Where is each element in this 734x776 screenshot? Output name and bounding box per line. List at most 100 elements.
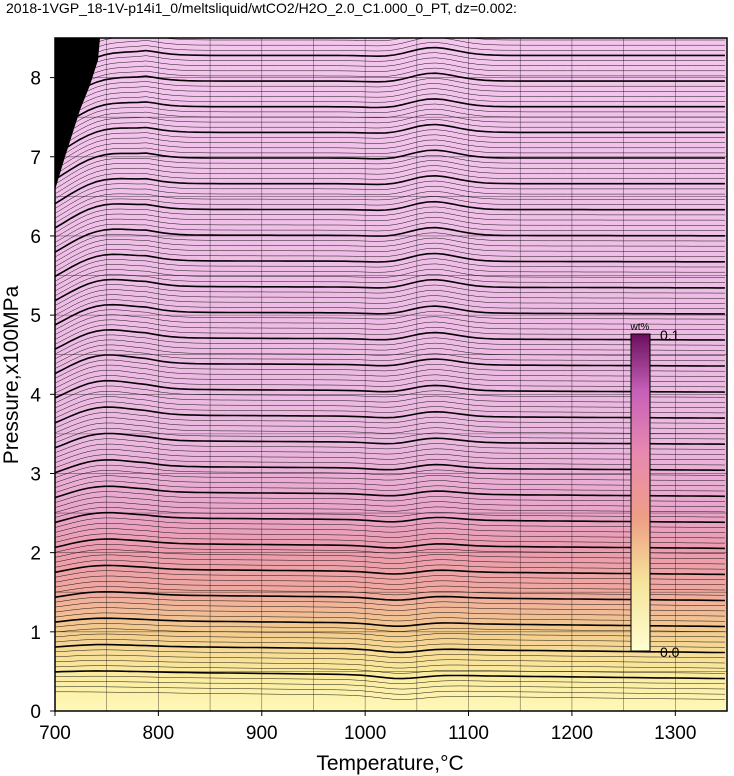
contour-line bbox=[55, 654, 725, 664]
contour-line bbox=[55, 139, 725, 170]
contour-line bbox=[55, 185, 725, 214]
contour-line bbox=[55, 119, 725, 151]
contour-line bbox=[55, 391, 725, 409]
contour-line bbox=[55, 575, 725, 586]
contour-line-major bbox=[55, 538, 725, 550]
contour-line bbox=[55, 454, 725, 468]
contour-line bbox=[55, 464, 725, 478]
contour-line bbox=[55, 165, 725, 195]
contour-line bbox=[55, 217, 725, 243]
x-axis-ticks: 700 800 900 1000 1100 1200 1300 bbox=[39, 711, 696, 744]
x-tick-label: 800 bbox=[143, 723, 175, 744]
contour-line-major bbox=[55, 617, 725, 628]
contour-line-major bbox=[55, 303, 725, 326]
y-tick-label: 1 bbox=[30, 623, 41, 644]
colorbar: wt% 0.1 0.0 bbox=[630, 322, 680, 660]
contour-line bbox=[55, 554, 725, 565]
contour-line-major bbox=[55, 278, 725, 302]
contour-line bbox=[55, 581, 725, 591]
contour-line bbox=[55, 570, 725, 580]
contour-line bbox=[55, 263, 725, 287]
saturated-region bbox=[55, 38, 100, 190]
contour-line-major bbox=[55, 72, 725, 108]
contour-line bbox=[55, 533, 725, 544]
contour-line bbox=[55, 528, 725, 539]
contour-line bbox=[55, 470, 725, 483]
contour-line bbox=[55, 88, 725, 122]
contour-line bbox=[55, 248, 725, 272]
contour-line bbox=[55, 660, 725, 669]
contour-line bbox=[55, 319, 725, 340]
contour-line-major bbox=[55, 379, 725, 399]
contour-line bbox=[55, 686, 725, 695]
colorbar-gradient bbox=[630, 333, 651, 652]
contour-line bbox=[55, 289, 725, 311]
contour-line-major bbox=[55, 252, 725, 278]
contour-line bbox=[55, 375, 725, 394]
contour-line bbox=[55, 607, 725, 617]
plot-frame bbox=[54, 37, 728, 712]
contour-line bbox=[55, 83, 725, 117]
y-tick-label: 3 bbox=[30, 464, 41, 485]
contour-line bbox=[55, 206, 725, 233]
contour-line bbox=[55, 628, 725, 638]
contour-line bbox=[55, 401, 725, 419]
contour-line bbox=[55, 103, 725, 136]
major-contour-lines bbox=[55, 46, 725, 680]
y-tick-label: 8 bbox=[30, 69, 41, 90]
contour-line bbox=[55, 274, 725, 296]
contour-line bbox=[55, 180, 725, 209]
contour-line bbox=[55, 299, 725, 321]
contour-line bbox=[55, 586, 725, 596]
contour-line bbox=[55, 93, 725, 127]
contour-line bbox=[55, 237, 725, 263]
contour-line-major bbox=[55, 432, 725, 449]
contour-line bbox=[55, 649, 725, 659]
y-tick-label: 2 bbox=[30, 544, 41, 565]
contour-line bbox=[55, 427, 725, 444]
contour-line bbox=[55, 417, 725, 434]
contour-line bbox=[55, 517, 725, 528]
contour-line bbox=[55, 324, 725, 345]
contour-line bbox=[55, 170, 725, 199]
contour-line bbox=[55, 155, 725, 185]
contour-line-major bbox=[55, 46, 725, 84]
colorbar-max-label: 0.1 bbox=[660, 327, 680, 343]
y-axis-ticks: 0 1 2 3 4 5 6 7 8 bbox=[30, 69, 55, 723]
contour-line bbox=[55, 339, 725, 360]
contour-line bbox=[55, 369, 725, 389]
x-tick-label: 1200 bbox=[551, 723, 593, 744]
contour-line bbox=[55, 52, 725, 88]
contour-line bbox=[55, 67, 725, 102]
contour-line bbox=[55, 549, 725, 560]
contour-line bbox=[55, 507, 725, 518]
contour-line bbox=[55, 491, 725, 503]
contour-line bbox=[55, 134, 725, 165]
contour-line bbox=[55, 665, 725, 674]
contour-line-major bbox=[55, 590, 725, 602]
contour-line bbox=[55, 385, 725, 404]
contour-line-major bbox=[55, 406, 725, 424]
x-axis-label: Temperature,°C bbox=[316, 752, 463, 775]
colorbar-min-label: 0.0 bbox=[660, 644, 680, 660]
x-tick-label: 1300 bbox=[654, 723, 696, 744]
contour-line bbox=[55, 114, 725, 146]
y-tick-label: 6 bbox=[30, 227, 41, 248]
contour-line-major bbox=[55, 226, 725, 253]
contour-line bbox=[55, 359, 725, 379]
contour-line bbox=[55, 596, 725, 606]
y-tick-label: 4 bbox=[30, 385, 41, 406]
contour-line bbox=[55, 681, 725, 690]
contour-line bbox=[55, 364, 725, 384]
contour-line bbox=[55, 160, 725, 190]
contour-line bbox=[55, 196, 725, 224]
contour-line bbox=[55, 309, 725, 330]
contour-line-major bbox=[55, 643, 725, 654]
plot-area bbox=[55, 38, 727, 711]
contour-line bbox=[55, 496, 725, 508]
contour-line bbox=[55, 559, 725, 570]
contour-line bbox=[55, 232, 725, 258]
y-axis-label: Pressure,x100MPa bbox=[0, 285, 23, 464]
chart-title: 2018-1VGP_18-1V-p14i1_0/meltsliquid/wtCO… bbox=[6, 0, 517, 16]
contour-line bbox=[55, 129, 725, 161]
